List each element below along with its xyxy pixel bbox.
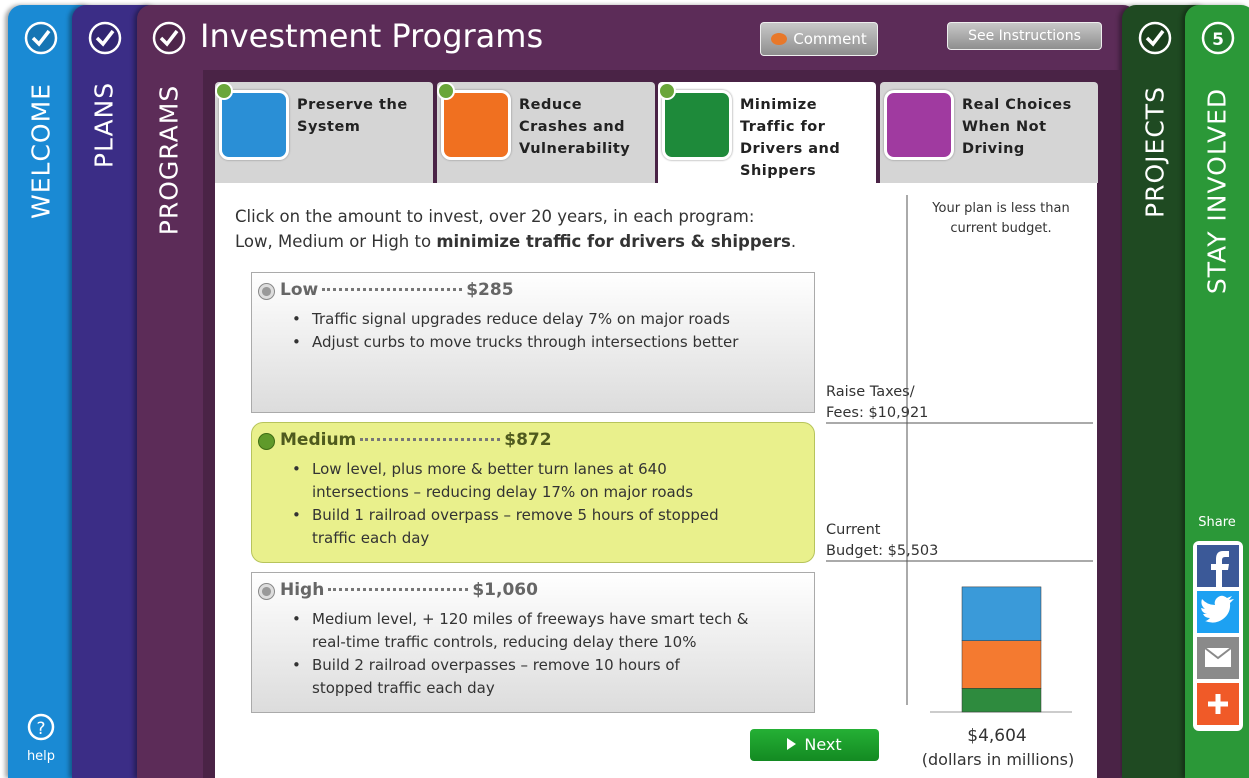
- done-check: [437, 82, 455, 100]
- next-button[interactable]: Next: [750, 729, 879, 761]
- share-label: Share: [1198, 515, 1236, 530]
- bullet-line: Low level, plus more & better turn lanes…: [312, 460, 667, 478]
- option-card[interactable]: Low $285 Traffic signal upgrades reduce de…: [251, 272, 815, 413]
- option-price: $285: [466, 280, 514, 300]
- label-line: Crashes and: [519, 119, 626, 135]
- program-tab[interactable]: Reduce Crashes and Vulnerability: [437, 82, 655, 183]
- program-label: Minimize Traffic for Drivers and Shippers: [740, 94, 840, 182]
- leader-dots: [360, 438, 501, 441]
- program-icon: [441, 90, 511, 160]
- option-price: $1,060: [472, 580, 538, 600]
- label-line: System: [297, 119, 361, 135]
- bullet-line: intersections – reducing delay 17% on ma…: [312, 483, 694, 501]
- program-label: Reduce Crashes and Vulnerability: [519, 94, 630, 160]
- page-title: Investment Programs: [200, 17, 544, 55]
- label-line: Preserve the: [297, 97, 408, 113]
- option-title: Low $285: [280, 280, 514, 300]
- button-label: Comment: [793, 30, 867, 48]
- unit-label: (dollars in millions): [921, 750, 1075, 769]
- label-line: Shippers: [740, 163, 817, 179]
- label-line: Traffic for: [740, 119, 826, 135]
- help-icon[interactable]: ?: [36, 719, 45, 739]
- radio: [258, 433, 275, 450]
- bullet-line: Traffic signal upgrades reduce delay 7% …: [312, 310, 730, 328]
- program-label: Real Choices When Not Driving: [962, 94, 1072, 160]
- bullet: Build 2 railroad overpasses – remove 10 …: [292, 654, 680, 700]
- budget-segment: [961, 640, 1042, 689]
- current-budget-label: Current: [826, 522, 881, 538]
- option-card[interactable]: High $1,060 Medium level, + 120 miles of f…: [251, 572, 815, 713]
- budget-note: Your plan is less than: [932, 201, 1070, 216]
- bullet-line: real-time traffic controls, reducing del…: [312, 633, 697, 651]
- option-name: Low: [280, 280, 319, 300]
- label-line: Minimize: [740, 97, 818, 113]
- bullet-line: Adjust curbs to move trucks through inte…: [312, 333, 739, 351]
- help-label[interactable]: help: [27, 749, 55, 764]
- budget-note: current budget.: [950, 221, 1052, 236]
- radio: [258, 583, 275, 600]
- instruction-line: Low, Medium or High to minimize traffic …: [235, 232, 796, 251]
- arrow-icon: [787, 738, 797, 750]
- label-line: Vulnerability: [519, 141, 631, 157]
- option-name: High: [280, 580, 325, 600]
- program-tab[interactable]: Preserve the System: [215, 82, 433, 183]
- instructions-button[interactable]: See Instructions: [947, 22, 1102, 50]
- radio: [258, 283, 275, 300]
- plan-total: $4,604: [967, 726, 1027, 746]
- bullet: Medium level, + 120 miles of freeways ha…: [292, 608, 749, 654]
- label-line: Driving: [962, 141, 1025, 157]
- program-tab[interactable]: Minimize Traffic for Drivers and Shippers: [658, 82, 876, 186]
- leader-dots: [322, 288, 463, 291]
- label-line: Drivers and: [740, 141, 841, 157]
- bullet: Build 1 railroad overpass – remove 5 hou…: [292, 504, 719, 550]
- program-label: Preserve the System: [297, 94, 408, 138]
- bullet-line: Build 1 railroad overpass – remove 5 hou…: [312, 506, 719, 524]
- label-line: When Not: [962, 119, 1047, 135]
- program-icon: [884, 90, 954, 160]
- check-icons: [24, 21, 1235, 741]
- step-badge: 5: [1212, 30, 1224, 50]
- bullet: Traffic signal upgrades reduce delay 7% …: [292, 308, 730, 331]
- button-label: Next: [804, 735, 842, 754]
- option-name: Medium: [280, 430, 357, 450]
- instruction-line: Click on the amount to invest, over 20 y…: [235, 207, 755, 226]
- raise-taxes-label: Raise Taxes/: [826, 384, 915, 400]
- current-budget-label: Budget: $5,503: [826, 543, 939, 559]
- bold-text: minimize traffic for drivers & shippers: [436, 232, 791, 251]
- label-line: Real Choices: [962, 97, 1072, 113]
- comment-button[interactable]: Comment: [760, 22, 878, 56]
- bullet: Adjust curbs to move trucks through inte…: [292, 331, 739, 354]
- bullet-line: Medium level, + 120 miles of freeways ha…: [312, 610, 749, 628]
- share-icons[interactable]: [1197, 545, 1239, 725]
- program-icon: [219, 90, 289, 160]
- program-tab[interactable]: Real Choices When Not Driving: [880, 82, 1098, 183]
- program-icon: [662, 90, 732, 160]
- budget-segment: [961, 688, 1042, 713]
- comment-icon: [771, 33, 788, 45]
- option-price: $872: [504, 430, 552, 450]
- text: Low, Medium or High to: [235, 232, 437, 251]
- bullet: Low level, plus more & better turn lanes…: [292, 458, 694, 504]
- option-card[interactable]: Medium $872 Low level, plus more & better …: [251, 422, 815, 563]
- option-title: High $1,060: [280, 580, 538, 600]
- bullet-line: stopped traffic each day: [312, 679, 495, 697]
- label-line: Reduce: [519, 97, 583, 113]
- done-check: [658, 82, 676, 100]
- raise-taxes-label: Fees: $10,921: [826, 405, 929, 421]
- bullet-line: traffic each day: [312, 529, 430, 547]
- bullet-line: Build 2 railroad overpasses – remove 10 …: [312, 656, 680, 674]
- option-title: Medium $872: [280, 430, 552, 450]
- done-check: [215, 82, 233, 100]
- text: .: [790, 232, 797, 251]
- leader-dots: [328, 588, 469, 591]
- budget-segment: [961, 586, 1042, 641]
